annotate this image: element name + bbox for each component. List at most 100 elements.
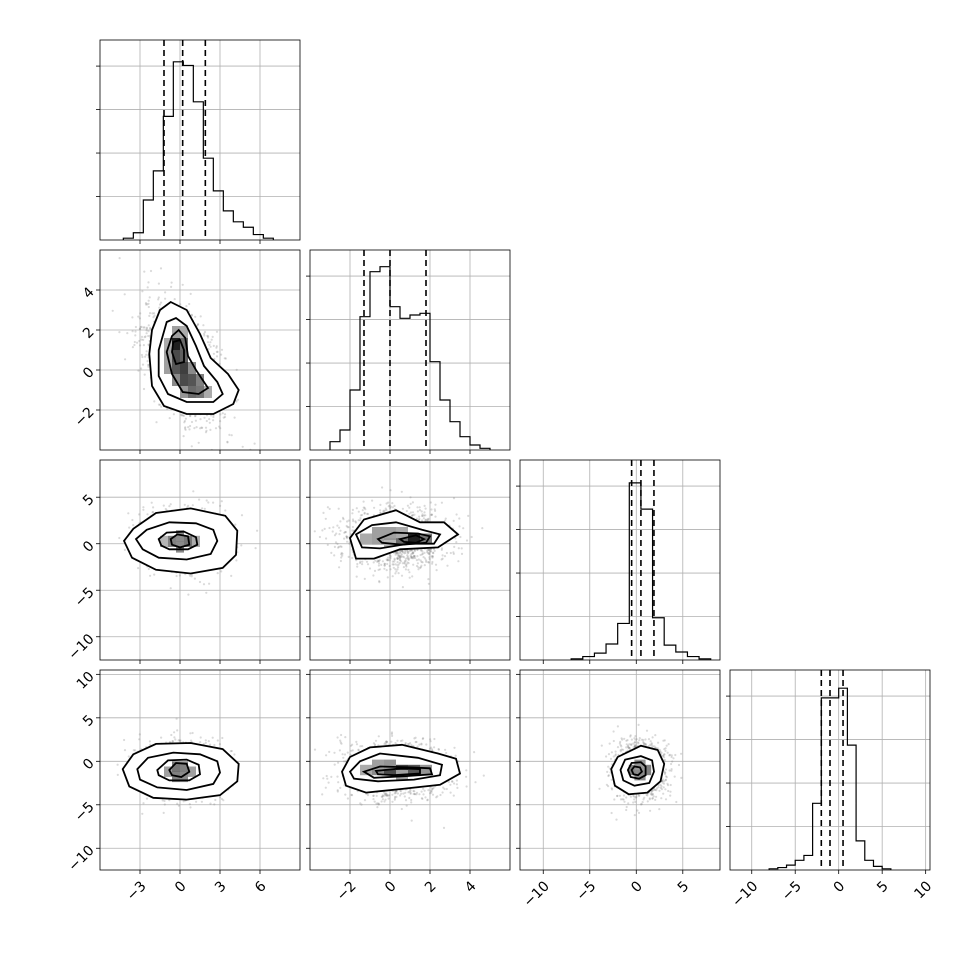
scatter-point (253, 442, 256, 445)
y-tick-label: 0 (80, 364, 98, 382)
scatter-point (378, 568, 382, 571)
scatter-point (195, 426, 198, 429)
scatter-point (377, 568, 380, 572)
scatter-point (426, 519, 429, 522)
contour-level-2 (134, 521, 219, 561)
histogram-panel-2 (306, 249, 511, 454)
scatter-point (441, 557, 444, 560)
scatter-point (398, 557, 401, 560)
scatter-point (328, 507, 331, 510)
contour-level-1 (349, 509, 460, 560)
scatter-point (187, 593, 190, 596)
scatter-point (413, 549, 416, 552)
scatter-point (188, 428, 191, 431)
scatter-point (381, 486, 384, 489)
scatter-point (347, 519, 350, 522)
scatter-point (368, 567, 372, 570)
scatter-point (383, 562, 386, 565)
scatter-point (431, 562, 434, 565)
scatter-point (388, 504, 391, 507)
scatter-point (171, 740, 174, 743)
scatter-point (359, 560, 362, 563)
scatter-point (339, 529, 342, 532)
scatter-point (419, 549, 422, 552)
density-cell (172, 350, 180, 362)
scatter-point (405, 509, 408, 513)
scatter-point (141, 290, 144, 293)
scatter-point (394, 572, 397, 575)
scatter-point (235, 400, 238, 403)
scatter-point (391, 502, 394, 505)
scatter-point (145, 797, 149, 800)
contour-level-1 (148, 300, 240, 415)
scatter-point (325, 537, 328, 540)
density-cell (384, 533, 396, 545)
scatter-point (396, 557, 399, 560)
scatter-point (145, 353, 148, 356)
scatter-point (222, 799, 225, 802)
scatter-point (340, 545, 343, 549)
scatter-point (409, 511, 413, 514)
scatter-point (338, 526, 341, 529)
scatter-point (199, 741, 202, 744)
scatter-point (379, 509, 382, 512)
scatter-point (323, 527, 326, 531)
scatter-point (188, 302, 191, 306)
scatter-point (453, 545, 456, 549)
scatter-point (422, 517, 425, 520)
scatter-point (162, 504, 165, 507)
histogram-panel-4: −10 −5 0 5 10 (726, 669, 935, 911)
scatter-point (401, 586, 404, 589)
scatter-point (147, 365, 150, 368)
scatter-point (148, 296, 151, 299)
scatter-point (366, 563, 370, 566)
scatter-point (326, 506, 329, 509)
scatter-point (449, 551, 452, 555)
scatter-point (426, 548, 429, 551)
scatter-point (404, 564, 408, 567)
scatter-point (328, 526, 331, 530)
scatter-point (408, 571, 411, 574)
scatter-point (196, 323, 199, 326)
scatter-point (396, 550, 399, 554)
scatter-point (145, 329, 148, 332)
scatter-point (379, 503, 382, 506)
scatter-point (351, 508, 354, 511)
scatter-panel-2-3 (306, 459, 511, 664)
scatter-point (359, 517, 362, 520)
scatter-point (403, 560, 406, 563)
scatter-point (337, 546, 340, 549)
histogram-step (329, 266, 491, 450)
scatter-point (241, 445, 244, 448)
scatter-point (444, 517, 447, 520)
scatter-point (351, 525, 354, 529)
scatter-point (234, 523, 237, 526)
scatter-point (382, 509, 385, 512)
scatter-point (208, 343, 211, 346)
scatter-point (372, 561, 375, 564)
scatter-point (223, 415, 227, 419)
scatter-point (398, 554, 401, 558)
scatter-point (420, 549, 423, 552)
scatter-point (184, 417, 187, 420)
scatter-point (194, 419, 197, 422)
scatter-point (185, 305, 188, 308)
scatter-point (395, 552, 398, 555)
scatter-point (333, 545, 336, 549)
scatter-point (398, 554, 401, 557)
scatter-point (206, 334, 209, 337)
scatter-point (396, 556, 399, 560)
scatter-point (212, 344, 215, 347)
scatter-point (387, 501, 390, 504)
scatter-point (398, 556, 401, 559)
scatter-point (140, 325, 143, 328)
scatter-point (428, 553, 431, 556)
scatter-point (418, 506, 421, 509)
scatter-point (178, 574, 181, 577)
scatter-point (393, 560, 396, 563)
scatter-point (430, 555, 433, 558)
scatter-point (221, 736, 224, 740)
scatter-point (378, 581, 381, 584)
scatter-point (457, 560, 460, 563)
scatter-point (389, 489, 392, 492)
